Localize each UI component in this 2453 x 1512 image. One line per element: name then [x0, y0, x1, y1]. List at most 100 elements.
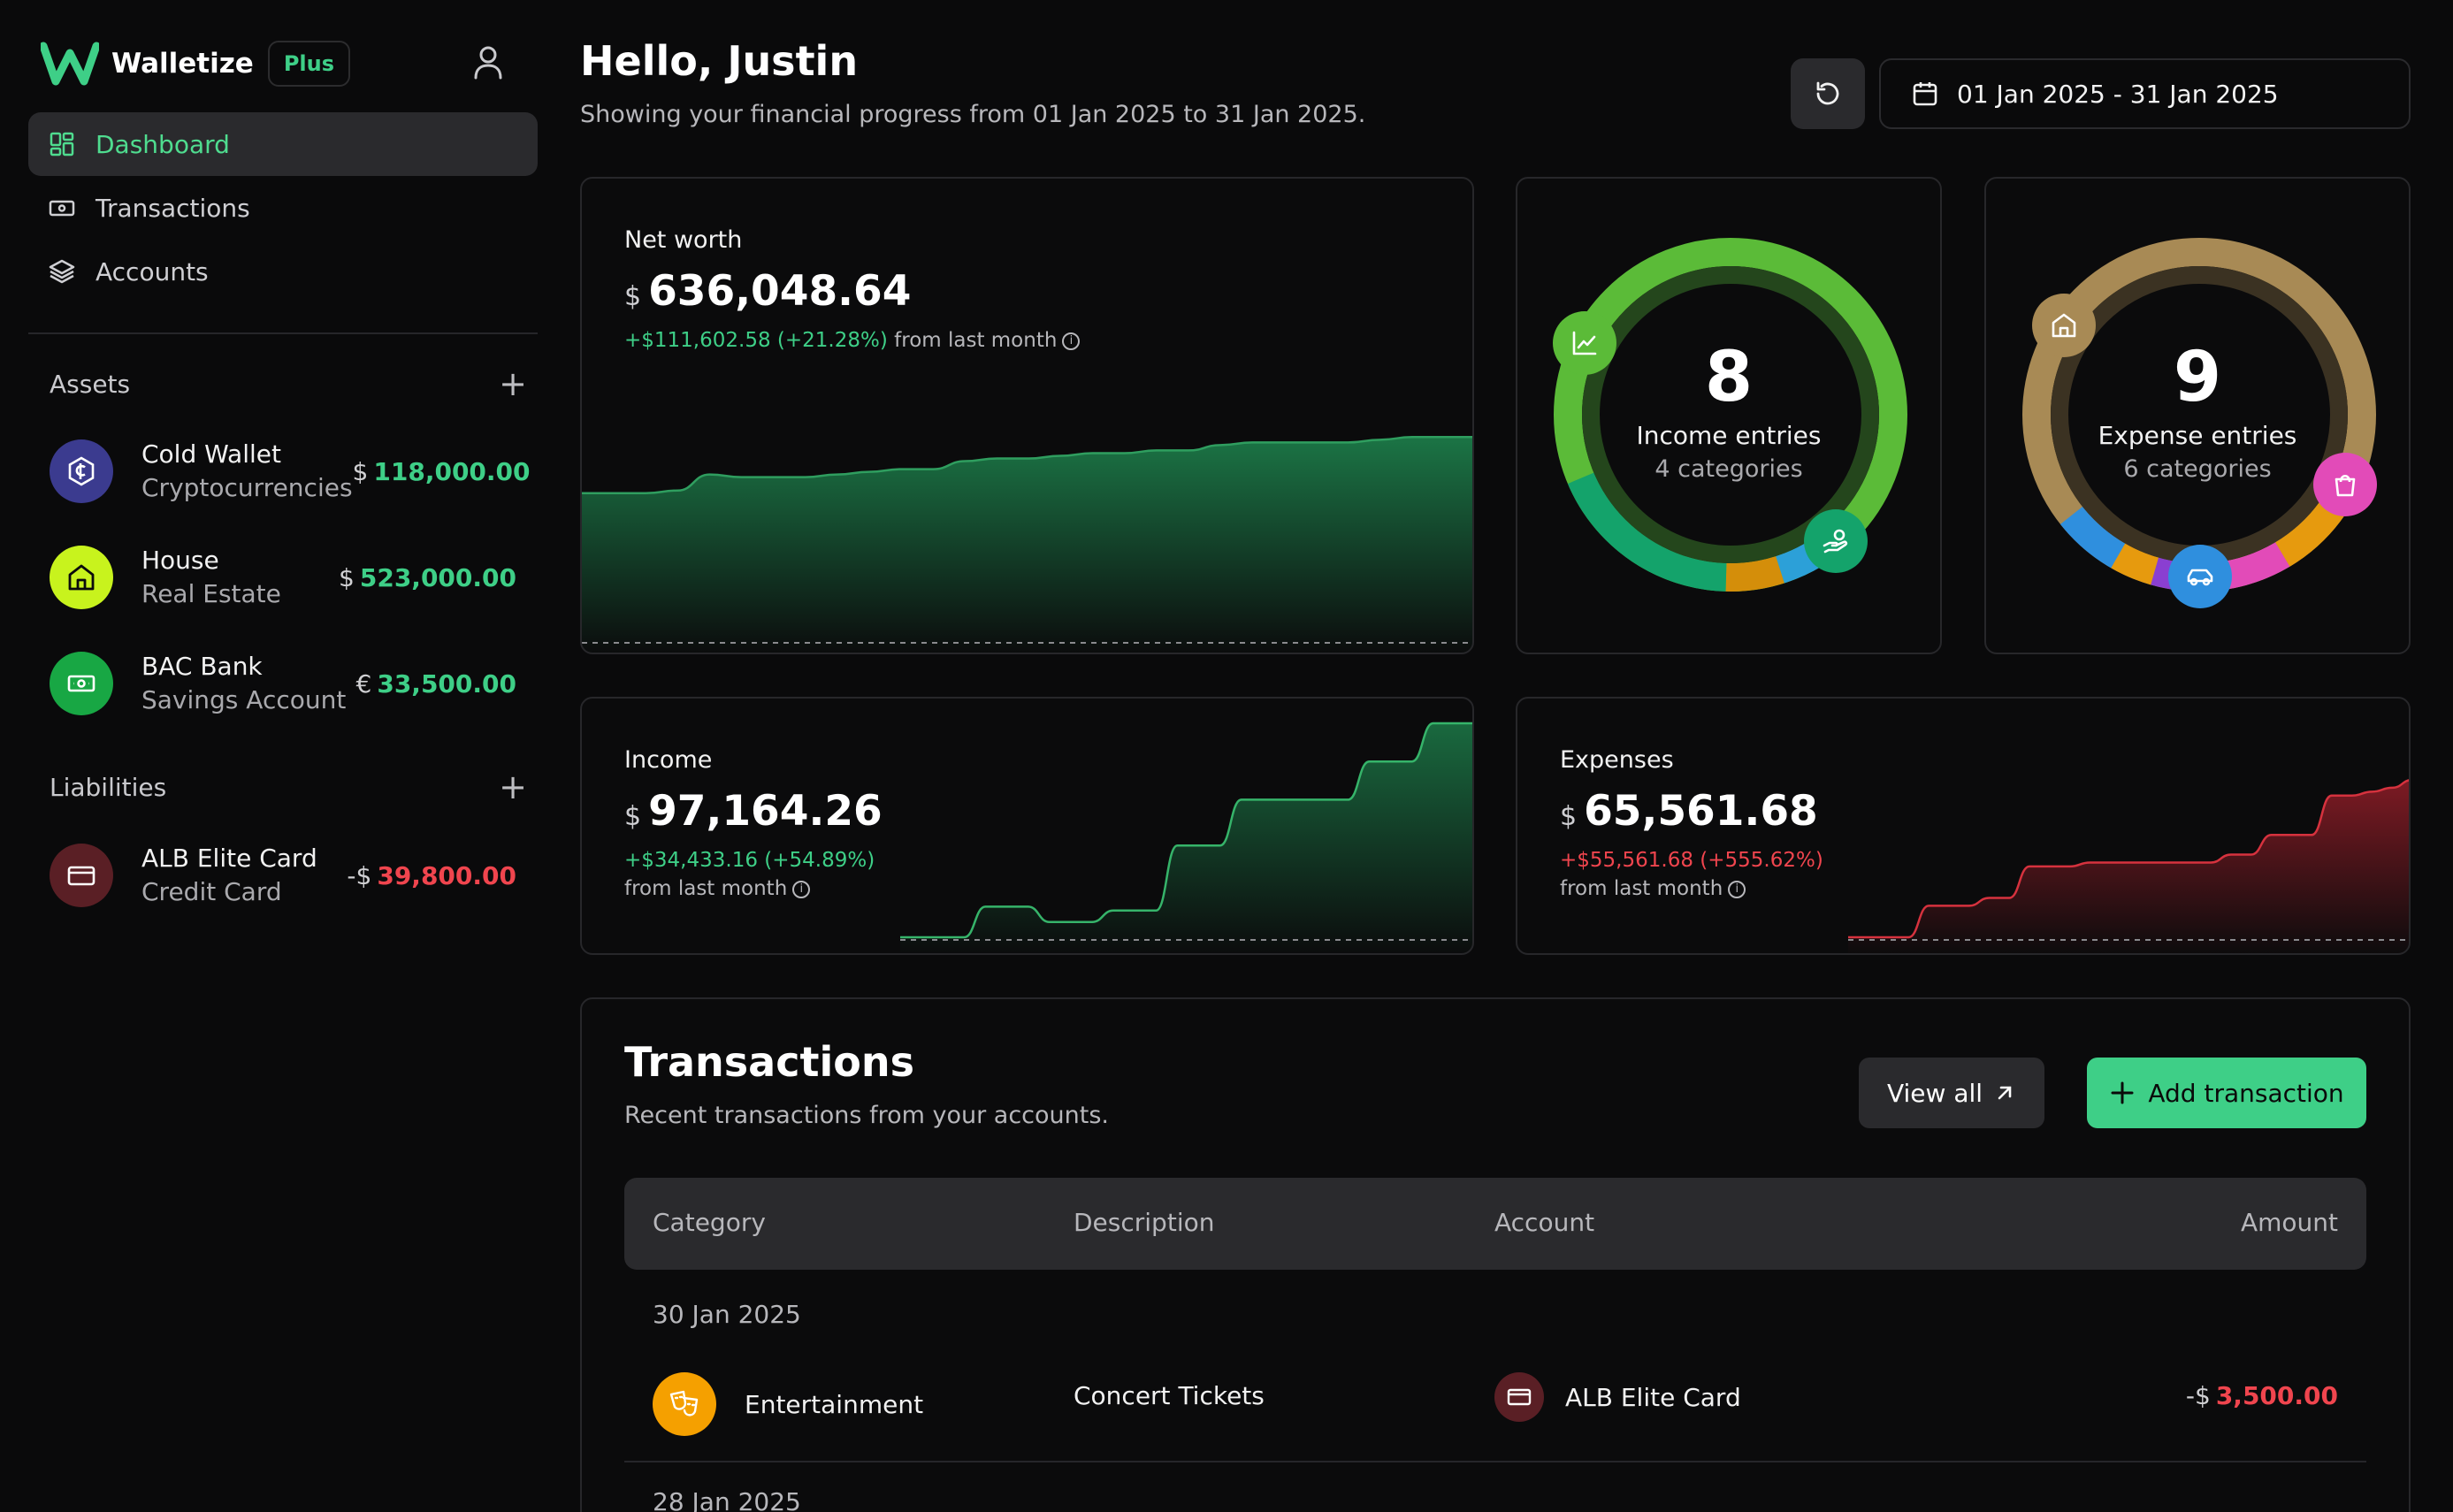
income-entries-label: Income entries — [1636, 421, 1822, 450]
net-worth-value: $636,048.64 — [624, 267, 912, 316]
account-balance: $523,000.00 — [339, 562, 516, 592]
info-icon[interactable]: i — [1062, 332, 1081, 350]
chart-area-fill — [900, 723, 1472, 953]
info-icon[interactable]: i — [1728, 880, 1746, 898]
assets-title: Assets — [50, 369, 131, 399]
theater-masks-icon — [653, 1372, 716, 1436]
income-donut-segment-orange — [1554, 238, 1907, 592]
account-name: Cold Wallet — [141, 439, 281, 469]
info-icon[interactable]: i — [792, 880, 811, 898]
dashboard-icon — [50, 132, 74, 157]
chart-line — [582, 436, 1472, 495]
column-description[interactable]: Description — [1074, 1208, 1215, 1237]
expenses-delta: +$55,561.68 (+555.62%) — [1560, 849, 1823, 872]
liabilities-header: Liabilities + — [50, 769, 527, 805]
add-transaction-label: Add transaction — [2148, 1078, 2344, 1108]
table-row[interactable]: Entertainment Concert Tickets ALB Elite … — [624, 1355, 2366, 1452]
add-liability-button[interactable]: + — [499, 767, 527, 806]
chart-area-fill — [1848, 780, 2409, 953]
nav-transactions-label: Transactions — [96, 193, 250, 223]
income-donut-inner-ring — [1582, 266, 1879, 563]
refresh-icon — [1816, 81, 1839, 105]
plan-badge: Plus — [267, 41, 350, 87]
shopping-bag-icon — [2313, 453, 2377, 516]
income-delta: +$34,433.16 (+54.89%) — [624, 849, 875, 872]
row-category-label: Entertainment — [745, 1389, 924, 1419]
hand-coin-icon — [1804, 509, 1868, 573]
row-account: ALB Elite Card — [1494, 1372, 1741, 1422]
expenses-step-chart — [1848, 779, 2409, 953]
view-all-button[interactable]: View all — [1859, 1058, 2044, 1128]
trend-chart-icon — [1553, 311, 1616, 375]
account-balance: €33,500.00 — [355, 668, 516, 699]
calendar-icon — [1913, 82, 1937, 106]
expenses-delta-suffix: from last month i — [1560, 877, 1746, 900]
expense-categories-label: 6 categories — [2123, 455, 2272, 483]
brand[interactable]: Walletize Plus — [41, 37, 350, 90]
add-asset-button[interactable]: + — [499, 364, 527, 403]
nav-transactions[interactable]: Transactions — [28, 176, 538, 240]
expense-entries-count: 9 — [2173, 338, 2222, 417]
column-account[interactable]: Account — [1494, 1208, 1595, 1237]
crypto-coin-icon — [50, 439, 113, 503]
sidebar-divider — [28, 332, 538, 334]
account-type: Real Estate — [141, 579, 281, 608]
account-type: Cryptocurrencies — [141, 473, 353, 502]
credit-card-icon — [50, 844, 113, 907]
column-category[interactable]: Category — [653, 1208, 766, 1237]
account-name: House — [141, 546, 219, 575]
net-worth-area-chart — [582, 436, 1472, 653]
transactions-subtitle: Recent transactions from your accounts. — [624, 1102, 1109, 1129]
date-group-header: 28 Jan 2025 — [653, 1487, 801, 1512]
expenses-value: $65,561.68 — [1560, 787, 1818, 836]
row-category: Entertainment — [653, 1372, 923, 1436]
chart-line — [1848, 779, 2409, 939]
layers-icon — [49, 259, 75, 284]
row-divider — [624, 1461, 2366, 1462]
row-description: Concert Tickets — [1074, 1381, 1265, 1410]
income-title: Income — [624, 746, 713, 774]
chart-line — [900, 722, 1472, 939]
income-donut-chart — [1554, 238, 1907, 592]
income-card: Income $97,164.26 +$34,433.16 (+54.89%) … — [580, 697, 1474, 955]
account-name: BAC Bank — [141, 652, 263, 681]
date-range-picker[interactable]: 01 Jan 2025 - 31 Jan 2025 — [1879, 58, 2411, 129]
net-worth-title: Net worth — [624, 226, 743, 254]
account-name: ALB Elite Card — [141, 844, 317, 873]
main-nav: Dashboard Transactions Accounts — [28, 112, 538, 303]
expenses-card: Expenses $65,561.68 +$55,561.68 (+555.62… — [1516, 697, 2411, 955]
net-worth-delta: +$111,602.58 (+21.28%) from last month i — [624, 329, 1081, 352]
nav-accounts-label: Accounts — [96, 256, 209, 286]
transactions-table-header: Category Description Account Amount — [624, 1178, 2366, 1270]
row-amount: -$ 3,500.00 — [2185, 1381, 2338, 1410]
expense-donut-center: 9 Expense entries 6 categories — [1986, 338, 2409, 483]
account-bac-bank[interactable]: BAC Bank Savings Account €33,500.00 — [50, 648, 516, 719]
expenses-title: Expenses — [1560, 746, 1674, 774]
account-type: Savings Account — [141, 685, 347, 714]
nav-dashboard[interactable]: Dashboard — [28, 112, 538, 176]
nav-accounts[interactable]: Accounts — [28, 240, 538, 303]
account-alb-elite-card[interactable]: ALB Elite Card Credit Card -$ 39,800.00 — [50, 840, 516, 911]
house-icon — [2032, 294, 2096, 357]
chart-area-fill — [582, 437, 1472, 653]
column-amount[interactable]: Amount — [2240, 1208, 2338, 1237]
expense-entries-card: 9 Expense entries 6 categories — [1984, 177, 2411, 654]
refresh-button[interactable] — [1791, 58, 1865, 129]
income-delta-suffix: from last month i — [624, 877, 811, 900]
page-title: Hello, Justin — [580, 37, 859, 85]
credit-card-icon — [1494, 1372, 1544, 1422]
net-worth-card: Net worth $636,048.64 +$111,602.58 (+21.… — [580, 177, 1474, 654]
house-icon — [50, 546, 113, 609]
account-house[interactable]: House Real Estate $523,000.00 — [50, 542, 516, 613]
walletize-logo-icon — [41, 42, 99, 86]
add-transaction-button[interactable]: Add transaction — [2087, 1058, 2366, 1128]
user-icon[interactable] — [469, 42, 508, 81]
account-balance: -$ 39,800.00 — [347, 860, 516, 890]
income-entries-card: 8 Income entries 4 categories — [1516, 177, 1942, 654]
view-all-label: View all — [1886, 1078, 1983, 1108]
account-cold-wallet[interactable]: Cold Wallet Cryptocurrencies $118,000.00 — [50, 436, 531, 507]
sidebar: Walletize Plus Dashboard Transactions — [0, 0, 562, 1512]
row-account-label: ALB Elite Card — [1565, 1382, 1741, 1412]
income-value: $97,164.26 — [624, 787, 883, 836]
expense-entries-label: Expense entries — [2098, 421, 2297, 450]
